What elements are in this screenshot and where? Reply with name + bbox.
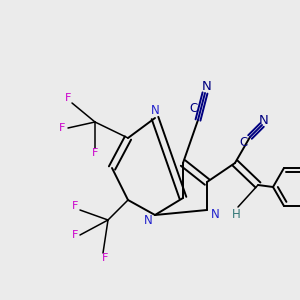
Text: N: N — [202, 80, 212, 94]
Text: F: F — [72, 230, 78, 240]
Text: N: N — [151, 104, 159, 118]
Text: N: N — [144, 214, 152, 226]
Text: C: C — [189, 103, 197, 116]
Text: C: C — [240, 136, 248, 148]
Text: F: F — [65, 93, 71, 103]
Text: F: F — [102, 253, 108, 263]
Text: N: N — [211, 208, 219, 221]
Text: F: F — [59, 123, 65, 133]
Text: F: F — [72, 201, 78, 211]
Text: H: H — [232, 208, 240, 220]
Text: N: N — [259, 113, 269, 127]
Text: F: F — [92, 148, 98, 158]
